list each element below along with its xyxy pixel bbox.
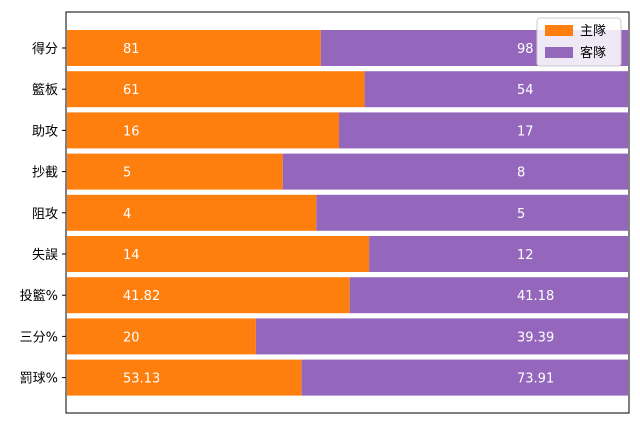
value-label-away-3: 8 [517, 166, 525, 181]
value-label-away-5: 12 [517, 248, 534, 263]
value-label-home-6: 41.82 [123, 289, 160, 304]
bar-away-6 [349, 277, 628, 314]
value-label-home-5: 14 [123, 248, 140, 263]
category-label-2: 助攻 [32, 124, 58, 139]
bar-away-4 [316, 194, 628, 231]
category-label-6: 投籃% [20, 288, 58, 304]
bar-home-6 [67, 277, 350, 314]
bar-home-5 [67, 236, 370, 272]
bar-away-3 [282, 153, 628, 190]
bar-away-8 [301, 359, 628, 396]
bar-home-1 [67, 71, 365, 108]
bar-away-2 [339, 112, 628, 149]
value-label-home-0: 81 [123, 42, 140, 57]
bar-away-7 [255, 318, 628, 355]
value-label-home-8: 53.13 [123, 372, 160, 387]
bar-away-1 [364, 71, 628, 108]
legend: 主隊 客隊 [536, 17, 622, 67]
legend-swatch-home [545, 25, 573, 36]
bar-home-7 [67, 318, 256, 355]
bar-home-0 [67, 30, 321, 66]
bar-away-5 [369, 236, 628, 272]
category-label-5: 失誤 [32, 247, 58, 263]
value-label-away-0: 98 [517, 42, 534, 57]
bar-home-2 [67, 112, 339, 149]
value-label-home-4: 4 [123, 207, 131, 222]
category-label-4: 阻攻 [32, 207, 58, 222]
value-label-home-3: 5 [123, 166, 131, 181]
value-label-away-1: 54 [517, 83, 534, 98]
value-label-home-1: 61 [123, 83, 140, 98]
category-label-0: 得分 [32, 41, 58, 57]
value-label-away-4: 5 [517, 207, 525, 222]
value-label-away-8: 73.91 [517, 372, 554, 387]
category-label-1: 籃板 [32, 83, 58, 98]
bar-home-8 [67, 359, 302, 396]
value-label-away-2: 17 [517, 124, 534, 139]
bar-home-4 [67, 194, 317, 231]
value-label-away-6: 41.18 [517, 289, 554, 304]
legend-swatch-away [545, 47, 573, 58]
category-label-8: 罰球% [20, 372, 58, 387]
bar-home-3 [67, 153, 283, 190]
legend-label-home: 主隊 [580, 23, 606, 39]
value-label-away-7: 39.39 [517, 330, 554, 345]
legend-label-away: 客隊 [580, 45, 606, 61]
bars-layer: 81 98 61 54 16 17 5 8 4 5 14 12 41.82 41.18 20 39.39 53.… [67, 30, 628, 396]
category-label-7: 三分% [20, 330, 58, 345]
value-label-home-7: 20 [123, 330, 140, 345]
category-label-3: 抄截 [32, 166, 58, 181]
value-label-home-2: 16 [123, 124, 140, 139]
